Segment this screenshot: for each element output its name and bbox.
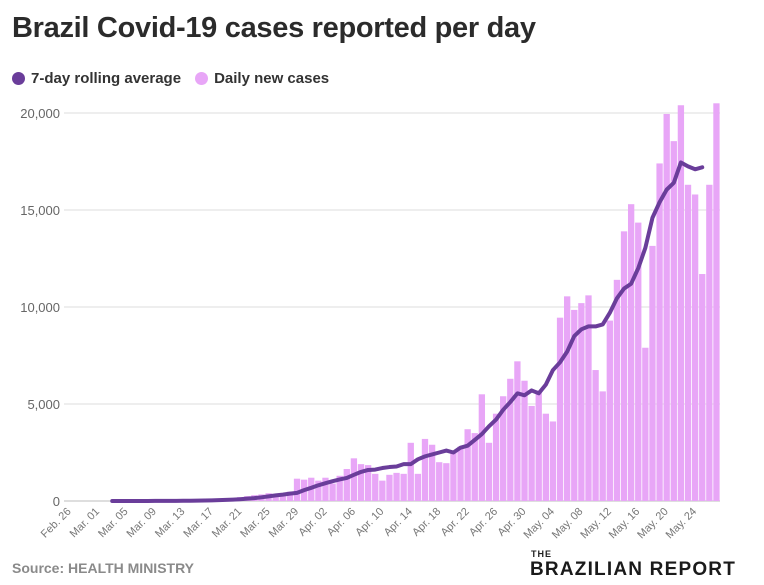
x-tick-label: Apr. 22 <box>439 506 472 539</box>
bar-daily-cases <box>713 103 720 502</box>
bar-daily-cases <box>471 433 478 501</box>
legend-item-daily-cases: Daily new cases <box>195 70 329 87</box>
bar-daily-cases <box>414 473 422 501</box>
y-tick-label: 5,000 <box>27 397 60 412</box>
line-rolling-average <box>110 160 705 503</box>
bar-daily-cases <box>613 279 621 501</box>
bar-daily-cases <box>684 184 692 501</box>
x-tick-label: Apr. 10 <box>353 506 386 539</box>
x-tick-label: Apr. 18 <box>410 506 443 539</box>
x-tick-label: Mar. 05 <box>96 506 130 540</box>
legend-swatch-rolling-average <box>12 71 25 85</box>
bar-daily-cases <box>350 458 358 501</box>
x-tick-label: Apr. 06 <box>325 506 358 539</box>
bar-daily-cases <box>379 480 386 501</box>
legend-label-rolling-average: 7-day rolling average <box>31 69 182 87</box>
x-tick-label: Feb. 26 <box>39 506 74 541</box>
bar-daily-cases <box>407 442 414 501</box>
bar-daily-cases <box>357 464 365 501</box>
bar-daily-cases <box>364 465 372 501</box>
x-tick-label: Mar. 21 <box>210 506 244 540</box>
bar-daily-cases <box>293 478 301 501</box>
bar-daily-cases <box>606 320 613 501</box>
x-tick-label: Apr. 02 <box>296 506 329 539</box>
bar-daily-cases <box>343 468 350 501</box>
bar-daily-cases <box>592 370 599 501</box>
bar-daily-cases <box>421 438 429 501</box>
x-tick-label: Apr. 14 <box>382 506 415 539</box>
bar-daily-cases <box>393 472 400 501</box>
bar-daily-cases <box>599 391 606 501</box>
bar-daily-cases <box>535 390 542 501</box>
bar-daily-cases <box>585 295 592 501</box>
bar-daily-cases <box>556 317 564 501</box>
bar-daily-cases <box>428 444 436 501</box>
bar-daily-cases <box>329 483 336 501</box>
bar-daily-cases <box>450 452 457 501</box>
bar-daily-cases <box>663 113 670 501</box>
bar-daily-cases <box>578 303 585 501</box>
bar-daily-cases <box>691 194 699 502</box>
x-tick-label: Mar. 01 <box>68 506 102 540</box>
bar-daily-cases <box>400 473 407 501</box>
bar-daily-cases <box>677 105 685 502</box>
legend-item-rolling-average: 7-day rolling average <box>12 70 181 87</box>
bar-daily-cases <box>642 347 649 501</box>
x-tick-label: Mar. 13 <box>153 506 187 540</box>
bar-daily-cases <box>521 380 528 501</box>
bar-daily-cases <box>542 413 549 501</box>
bar-daily-cases <box>436 462 443 501</box>
x-tick-label: Mar. 25 <box>238 506 272 540</box>
x-tick-label: Apr. 26 <box>467 506 500 539</box>
y-tick-label: 10,000 <box>20 300 60 315</box>
logo-the-text: THE <box>531 549 552 559</box>
source-note: Source: HEALTH MINISTRY <box>12 560 195 576</box>
legend-label-daily-cases: Daily new cases <box>214 69 330 87</box>
y-tick-label: 15,000 <box>20 203 60 218</box>
legend: 7-day rolling average Daily new cases <box>12 68 343 88</box>
bar-daily-cases <box>279 493 286 501</box>
logo-name-text: BRAZILIAN REPORT <box>530 559 737 580</box>
chart-title: Brazil Covid-19 cases reported per day <box>12 12 536 44</box>
bar-daily-cases <box>443 463 450 501</box>
bar-daily-cases <box>571 309 578 501</box>
bar-daily-cases <box>549 421 557 501</box>
bar-daily-cases <box>386 474 393 501</box>
bar-daily-cases <box>464 429 471 501</box>
bar-daily-cases <box>635 222 642 502</box>
bar-daily-cases <box>500 396 507 501</box>
bar-daily-cases <box>372 473 379 501</box>
bar-daily-cases <box>485 442 493 501</box>
bar-daily-cases <box>336 475 343 501</box>
bar-daily-cases <box>478 394 486 501</box>
bar-daily-cases <box>528 405 535 501</box>
y-tick-label: 20,000 <box>20 106 60 121</box>
bar-daily-cases <box>507 378 514 501</box>
bar-daily-cases <box>670 141 677 501</box>
y-tick-label: 0 <box>53 494 60 509</box>
bar-daily-cases <box>656 163 663 501</box>
x-tick-label: Mar. 29 <box>267 506 301 540</box>
x-tick-label: May. 24 <box>664 506 700 542</box>
bar-daily-cases <box>514 361 521 501</box>
bar-daily-cases <box>564 296 571 501</box>
bar-daily-cases <box>492 413 500 501</box>
bar-daily-cases <box>649 245 656 501</box>
legend-swatch-daily-cases <box>195 71 209 85</box>
bar-daily-cases <box>286 491 294 501</box>
bar-daily-cases <box>699 274 706 501</box>
bar-daily-cases <box>315 480 322 501</box>
x-tick-label: Mar. 09 <box>125 506 159 540</box>
brand-logo: THE BRAZILIAN REPORT <box>530 549 754 581</box>
bar-daily-cases <box>322 477 329 501</box>
bar-daily-cases <box>706 184 713 501</box>
x-tick-label: Mar. 17 <box>181 506 215 540</box>
bar-daily-cases <box>457 446 464 501</box>
bar-daily-cases <box>620 231 628 501</box>
bar-daily-cases <box>272 494 279 501</box>
bar-daily-cases <box>627 204 635 501</box>
